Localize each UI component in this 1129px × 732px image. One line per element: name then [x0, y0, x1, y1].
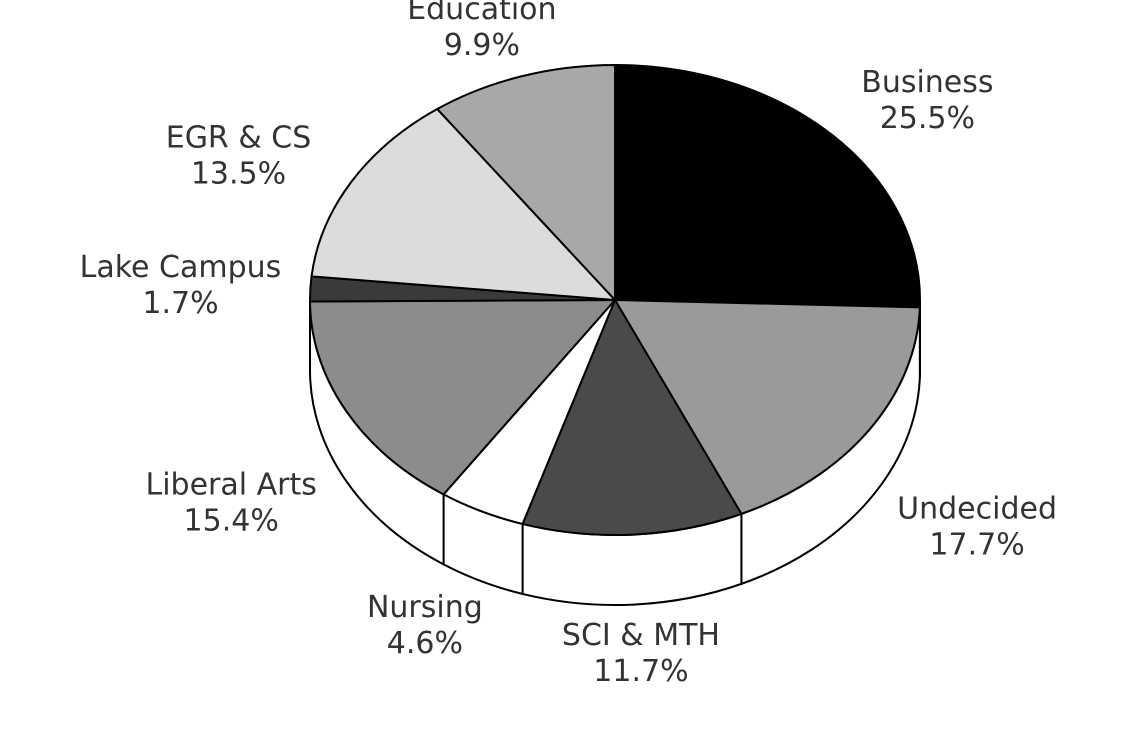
slice-label: SCI & MTH	[562, 618, 720, 653]
slice	[613, 298, 921, 516]
slice-label: Business	[861, 65, 993, 100]
slice-value-label: 17.7%	[929, 527, 1024, 562]
slice	[521, 297, 743, 536]
slice-label: Undecided	[897, 491, 1057, 526]
slice	[614, 63, 921, 309]
slice-value-label: 9.9%	[444, 28, 520, 63]
slice	[308, 298, 618, 496]
slice-value-label: 11.7%	[593, 654, 688, 689]
slice-label: EGR & CS	[166, 121, 312, 156]
slice-value-label: 15.4%	[184, 504, 279, 539]
slice-label: Liberal Arts	[146, 468, 317, 503]
slice-label: Education	[407, 0, 556, 27]
slice	[310, 107, 618, 302]
slice	[435, 63, 616, 303]
slice-label: Lake Campus	[80, 250, 282, 285]
slice-value-label: 25.5%	[880, 101, 975, 136]
slice-value-label: 1.7%	[142, 286, 218, 321]
slice-label: Nursing	[367, 590, 483, 625]
slice-value-label: 13.5%	[191, 157, 286, 192]
slice-value-label: 4.6%	[387, 626, 463, 661]
